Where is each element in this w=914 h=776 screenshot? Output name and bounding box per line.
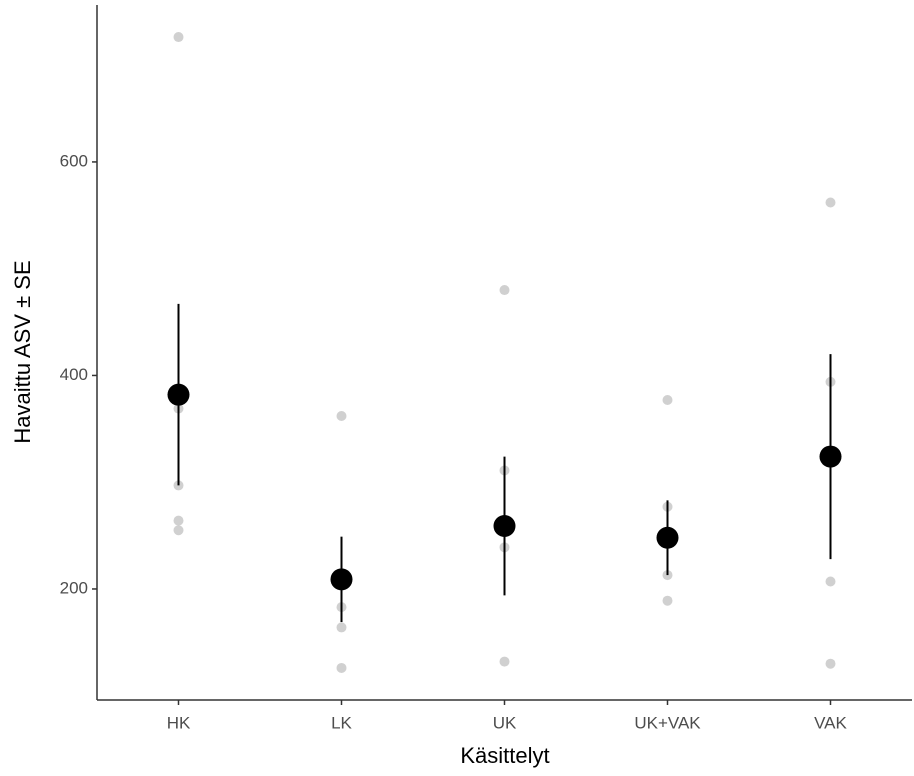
observation-point: [499, 285, 510, 296]
y-tick-label: 200: [60, 578, 88, 597]
observation-point: [173, 515, 184, 526]
mean-point: [330, 568, 353, 591]
observation-point: [499, 656, 510, 667]
observation-point: [336, 411, 347, 422]
mean-point: [493, 514, 516, 537]
mean-point: [819, 445, 842, 468]
x-tick-label: VAK: [814, 713, 847, 732]
x-tick-label: UK+VAK: [634, 713, 701, 732]
y-tick-label: 400: [60, 365, 88, 384]
observation-point: [336, 662, 347, 673]
y-axis-title: Havaittu ASV ± SE: [10, 260, 35, 443]
observation-point: [825, 197, 836, 208]
observation-point: [825, 658, 836, 669]
x-tick-label: UK: [493, 713, 517, 732]
x-tick-label: LK: [331, 713, 352, 732]
mean-point: [656, 526, 679, 549]
observation-point: [662, 395, 673, 406]
observation-point: [173, 32, 184, 43]
observation-point: [173, 525, 184, 536]
observation-point: [662, 595, 673, 606]
x-tick-label: HK: [167, 713, 191, 732]
mean-point: [167, 383, 190, 406]
x-axis-title: Käsittelyt: [460, 743, 549, 768]
y-tick-label: 600: [60, 151, 88, 170]
observation-point: [825, 576, 836, 587]
observation-point: [336, 622, 347, 633]
